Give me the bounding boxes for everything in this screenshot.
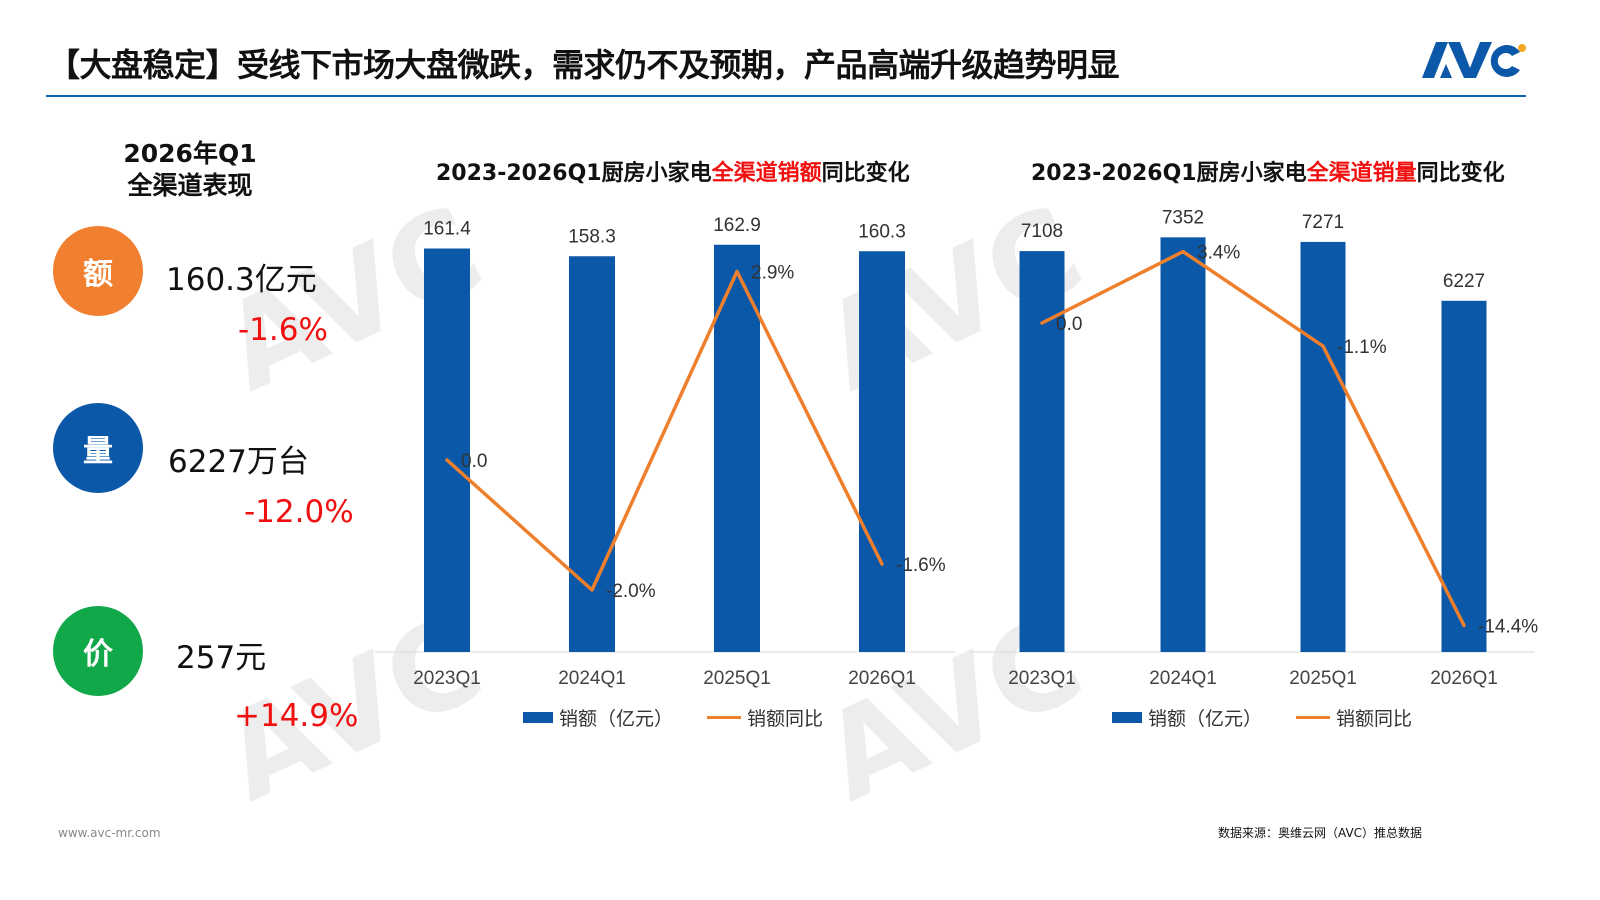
chart-legend-amount: 销额（亿元） 销额同比 — [523, 704, 823, 731]
bar — [1441, 300, 1487, 652]
summary-title-line2: 全渠道表现 — [127, 171, 253, 200]
volume-change: -12.0% — [244, 494, 354, 530]
legend-line-swatch — [1296, 716, 1331, 719]
legend-bar-label: 销额（亿元） — [559, 708, 674, 730]
line-data-label: -14.4% — [1478, 616, 1538, 637]
x-tick-label: 2026Q1 — [1430, 668, 1498, 689]
bar — [1019, 251, 1065, 652]
bar-data-label: 6227 — [1443, 271, 1485, 292]
amount-change: -1.6% — [238, 312, 328, 348]
price-badge: 价 — [53, 606, 143, 696]
amount-badge: 额 — [53, 226, 143, 316]
bar-data-label: 158.3 — [568, 226, 616, 247]
line-data-label: -2.0% — [606, 581, 656, 602]
x-tick-label: 2024Q1 — [1149, 668, 1217, 689]
legend-line-label: 销额同比 — [747, 708, 824, 730]
line-series — [1040, 249, 1466, 628]
x-tick-label: 2026Q1 — [848, 668, 916, 689]
legend-line-swatch — [707, 716, 742, 719]
legend-line-label: 销额同比 — [1336, 708, 1413, 730]
chart-title-volume: 2023-2026Q1厨房小家电全渠道销量同比变化 — [1031, 155, 1505, 187]
x-tick-label: 2025Q1 — [1289, 668, 1357, 689]
chart-legend-volume: 销额（亿元） 销额同比 — [1112, 704, 1412, 731]
avc-logo — [1422, 38, 1526, 84]
chart-title-suffix: 同比变化 — [821, 161, 910, 186]
line-data-label: 0.0 — [1056, 314, 1082, 335]
x-tick-label: 2024Q1 — [558, 668, 626, 689]
summary-title: 2026年Q1 全渠道表现 — [90, 138, 290, 202]
bar-data-label: 161.4 — [423, 219, 471, 240]
legend-bar-swatch — [1112, 712, 1142, 723]
bar — [859, 251, 905, 652]
header-divider — [46, 95, 1526, 97]
summary-title-line1: 2026年Q1 — [123, 139, 257, 168]
legend-bar-label: 销额（亿元） — [1148, 708, 1263, 730]
footer-url: www.avc-mr.com — [58, 826, 161, 840]
bar-data-label: 7352 — [1162, 207, 1204, 228]
chart-title-suffix: 同比变化 — [1416, 161, 1505, 186]
data-source: 数据来源：奥维云网（AVC）推总数据 — [1218, 826, 1423, 840]
line-data-label: -1.6% — [896, 555, 946, 576]
legend-bar-swatch — [523, 712, 553, 723]
bar-data-label: 160.3 — [858, 221, 906, 242]
volume-value: 6227万台 — [168, 444, 309, 480]
line-data-label: 2.9% — [751, 263, 794, 284]
line-data-label: 3.4% — [1197, 243, 1240, 264]
chart-title-highlight: 全渠道销额 — [711, 161, 822, 186]
x-tick-label: 2025Q1 — [703, 668, 771, 689]
volume-badge: 量 — [53, 403, 143, 493]
page-title: 【大盘稳定】受线下市场大盘微跌，需求仍不及预期，产品高端升级趋势明显 — [48, 46, 1120, 84]
bar-data-label: 7271 — [1302, 212, 1344, 233]
bar — [714, 244, 760, 652]
price-change: +14.9% — [234, 698, 359, 734]
bar — [1160, 237, 1206, 652]
x-tick-label: 2023Q1 — [413, 668, 481, 689]
price-value: 257元 — [176, 640, 267, 676]
x-tick-label: 2023Q1 — [1008, 668, 1076, 689]
bar-data-label: 162.9 — [713, 215, 761, 236]
line-data-label: -1.1% — [1337, 337, 1387, 358]
line-data-label: 0.0 — [461, 451, 487, 472]
chart-title-prefix: 2023-2026Q1厨房小家电 — [436, 161, 712, 186]
line-series — [445, 269, 884, 592]
amount-value: 160.3亿元 — [166, 262, 317, 298]
chart-title-prefix: 2023-2026Q1厨房小家电 — [1031, 161, 1307, 186]
bar — [1300, 241, 1346, 653]
bar — [424, 248, 470, 652]
bar-data-label: 7108 — [1021, 221, 1063, 242]
chart-title-amount: 2023-2026Q1厨房小家电全渠道销额同比变化 — [436, 155, 910, 187]
chart-title-highlight: 全渠道销量 — [1306, 161, 1417, 186]
